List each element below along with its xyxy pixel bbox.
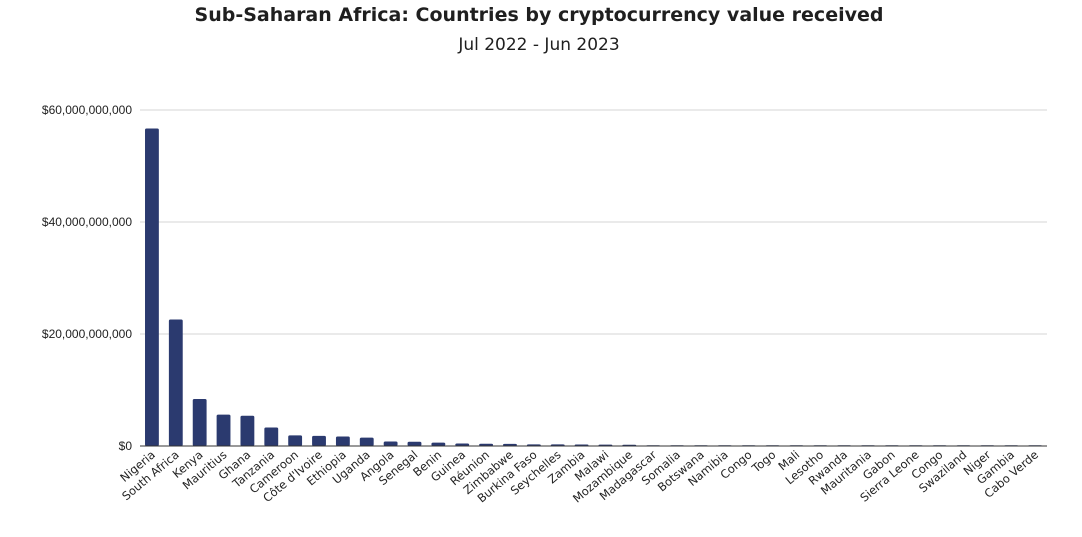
y-tick-label: $40,000,000,000 bbox=[42, 215, 132, 229]
bar bbox=[335, 436, 350, 446]
chart-title: Sub-Saharan Africa: Countries by cryptoc… bbox=[194, 4, 884, 26]
bar bbox=[216, 414, 231, 446]
bars bbox=[145, 128, 1042, 447]
y-tick-label: $60,000,000,000 bbox=[42, 103, 132, 117]
bar bbox=[312, 435, 326, 446]
bar bbox=[383, 441, 398, 446]
bar bbox=[240, 415, 255, 446]
bar bbox=[264, 427, 279, 446]
y-tick-label: $20,000,000,000 bbox=[42, 327, 132, 341]
bar bbox=[479, 443, 494, 446]
bar bbox=[455, 443, 470, 446]
bar bbox=[431, 442, 446, 446]
bar bbox=[145, 128, 159, 447]
bar bbox=[407, 441, 422, 446]
y-axis-ticks: $0 $20,000,000,000 $40,000,000,000 $60,000,… bbox=[42, 103, 132, 453]
bar bbox=[192, 398, 207, 446]
chart-subtitle: Jul 2022 - Jun 2023 bbox=[458, 35, 620, 55]
bar bbox=[168, 319, 183, 446]
x-tick-label: Togo bbox=[748, 448, 778, 476]
bar bbox=[503, 443, 517, 446]
bar bbox=[288, 435, 303, 446]
bar bbox=[359, 437, 374, 446]
gridlines bbox=[140, 109, 1047, 335]
y-tick-label: $0 bbox=[119, 439, 133, 453]
